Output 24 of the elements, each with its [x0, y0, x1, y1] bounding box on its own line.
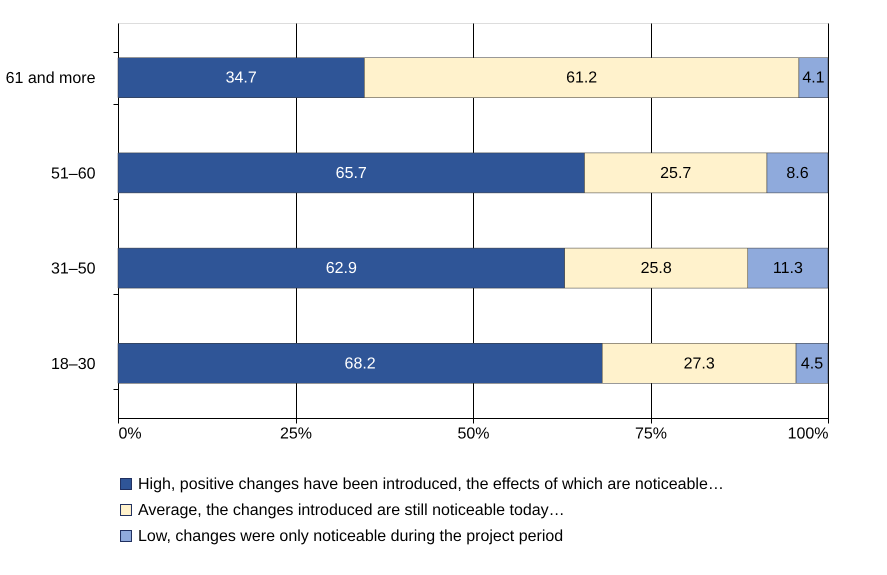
data-label: 65.7	[336, 164, 367, 182]
x-tick-label: 100%	[788, 426, 828, 442]
data-label: 25.8	[640, 260, 672, 278]
legend-label: High, positive changes have been introduced, the effects of which are noticeable…	[138, 476, 724, 493]
data-label: 11.3	[772, 260, 803, 278]
x-tick-label: 75%	[634, 426, 668, 442]
data-label: 34.7	[226, 70, 257, 87]
data-label: 61.2	[566, 70, 598, 87]
x-tick-label: 0%	[118, 426, 142, 442]
data-label: 68.2	[344, 355, 376, 372]
x-tick-label: 50%	[457, 426, 490, 442]
data-label: 27.3	[684, 355, 715, 372]
data-label: 25.7	[660, 164, 692, 182]
data-label: 62.9	[326, 260, 357, 278]
data-label: 8.6	[786, 164, 809, 182]
data-label: 4.5	[800, 355, 824, 372]
x-tick-label: 25%	[280, 426, 312, 442]
data-label: 4.1	[802, 70, 825, 87]
legend-label: Average, the changes introduced are still noticeable today…	[138, 502, 565, 519]
y-tick-label: 31–50	[51, 260, 96, 278]
y-tick-label: 61 and more	[6, 70, 96, 88]
y-tick-label: 51–60	[51, 165, 96, 182]
legend-label: Low, changes were only noticeable during the project period	[138, 528, 564, 545]
y-tick-label: 18–30	[51, 356, 96, 373]
